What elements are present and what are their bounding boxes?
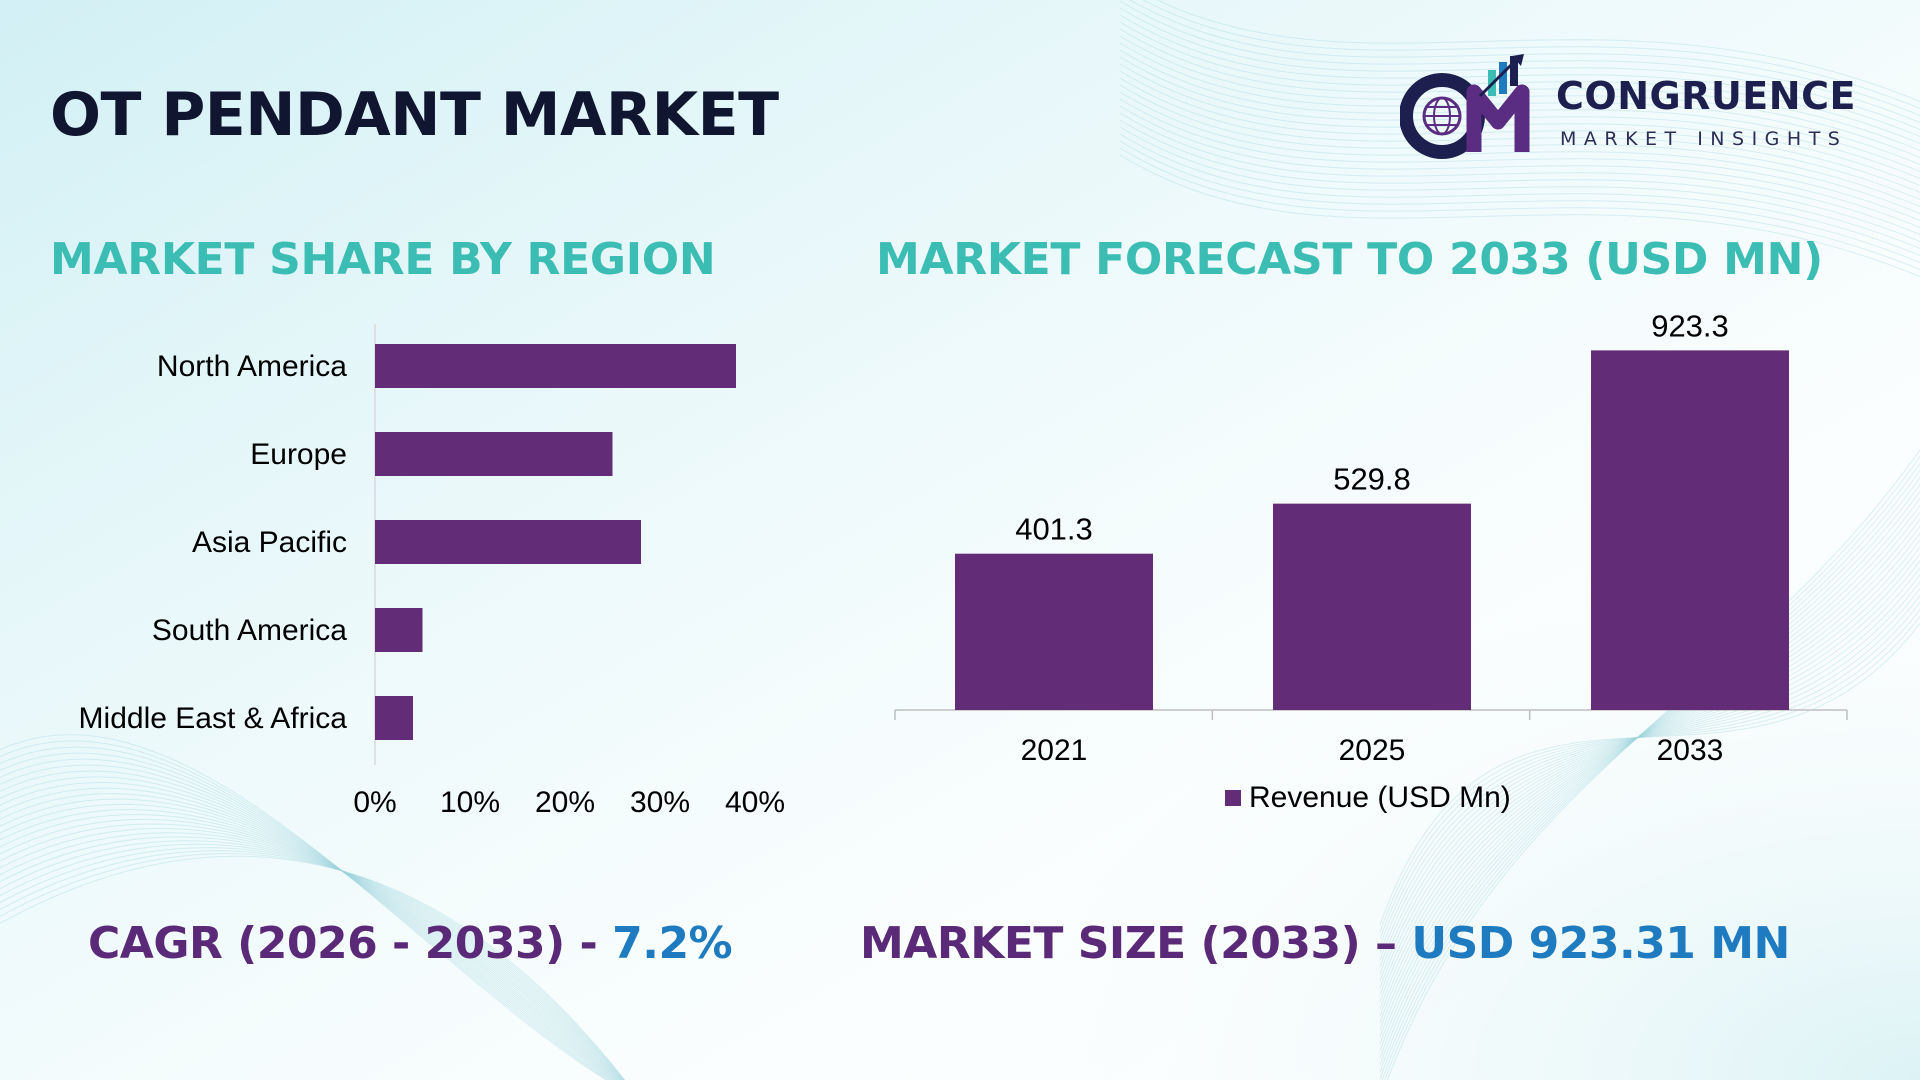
x-tick-label: 30% <box>630 786 690 819</box>
year-label: 2025 <box>1339 734 1406 767</box>
revenue-data-label: 401.3 <box>1015 512 1093 547</box>
legend-swatch <box>1225 790 1241 806</box>
region-label: Asia Pacific <box>192 526 347 559</box>
market-size-value: USD 923.31 MN <box>1411 918 1790 969</box>
page-title: OT PENDANT MARKET <box>50 80 779 150</box>
region-bar <box>375 344 736 388</box>
cagr-value: 7.2% <box>612 918 733 969</box>
cagr-kpi: CAGR (2026 - 2033) - 7.2% <box>88 918 733 969</box>
region-label: Middle East & Africa <box>79 702 348 735</box>
year-label: 2021 <box>1021 734 1088 767</box>
region-label: Europe <box>250 438 347 471</box>
revenue-bar <box>955 553 1153 710</box>
region-bar <box>375 696 413 740</box>
forecast-title: MARKET FORECAST TO 2033 (USD MN) <box>876 234 1823 285</box>
cagr-label: CAGR (2026 - 2033) - <box>88 918 613 969</box>
x-tick-label: 40% <box>725 786 785 819</box>
region-bar <box>375 432 613 476</box>
legend-label: Revenue (USD Mn) <box>1249 781 1511 814</box>
region-bar <box>375 520 641 564</box>
revenue-forecast-bar-chart: 401.3 2021 529.8 2025 923.3 2033 Revenue (USD … <box>894 308 1848 814</box>
logo-tagline: MARKET INSIGHTS <box>1560 128 1848 150</box>
logo-company-name: CONGRUENCE <box>1556 74 1856 118</box>
company-logo: CONGRUENCE MARKET INSIGHTS <box>1400 52 1880 162</box>
revenue-bar <box>1591 350 1789 710</box>
year-label: 2033 <box>1657 734 1724 767</box>
x-tick-label: 0% <box>353 786 396 819</box>
region-label: North America <box>157 350 347 383</box>
revenue-bar <box>1273 503 1471 710</box>
revenue-data-label: 923.3 <box>1651 308 1729 343</box>
region-share-title: MARKET SHARE BY REGION <box>50 234 716 285</box>
market-size-label: MARKET SIZE (2033) – <box>860 918 1412 969</box>
region-bar <box>375 608 423 652</box>
globe-bar-chart-logo-icon <box>1400 54 1530 159</box>
revenue-data-label: 529.8 <box>1333 462 1411 497</box>
region-label: South America <box>152 614 347 647</box>
x-tick-label: 20% <box>535 786 595 819</box>
x-tick-label: 10% <box>440 786 500 819</box>
market-size-kpi: MARKET SIZE (2033) – USD 923.31 MN <box>860 918 1790 969</box>
region-share-bar-chart: North America Europe Asia Pacific South Ame… <box>79 324 785 819</box>
